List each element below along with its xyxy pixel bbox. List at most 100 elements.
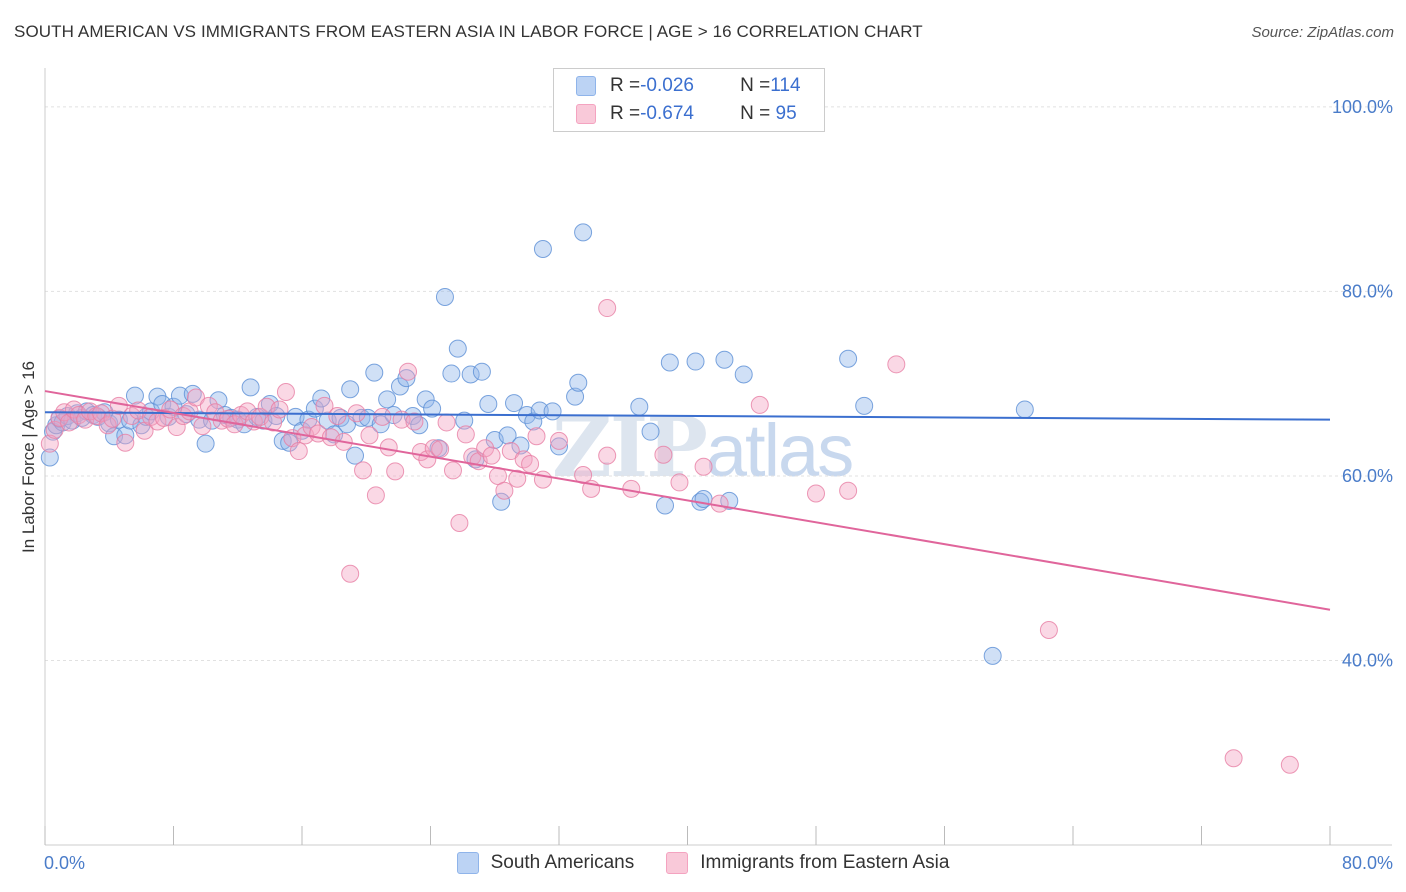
legend-swatch-blue bbox=[456, 852, 479, 874]
point-eastern-asia bbox=[476, 439, 495, 458]
point-south-americans bbox=[116, 426, 135, 445]
legend-n-label: N = bbox=[740, 75, 771, 96]
point-eastern-asia bbox=[80, 402, 99, 421]
point-eastern-asia bbox=[887, 355, 906, 374]
point-eastern-asia bbox=[533, 470, 552, 489]
point-eastern-asia bbox=[550, 431, 568, 450]
point-south-americans bbox=[511, 436, 530, 455]
point-eastern-asia bbox=[199, 396, 218, 415]
point-eastern-asia bbox=[710, 494, 729, 513]
point-south-americans bbox=[397, 369, 416, 388]
point-eastern-asia bbox=[495, 481, 514, 500]
point-south-americans bbox=[686, 352, 705, 371]
point-eastern-asia bbox=[45, 420, 64, 439]
series-legend: South Americans Immigrants from Eastern … bbox=[0, 852, 1406, 874]
point-eastern-asia bbox=[508, 469, 527, 488]
y-tick-label: 100.0% bbox=[1332, 97, 1393, 117]
point-south-americans bbox=[371, 415, 390, 434]
point-south-americans bbox=[543, 402, 562, 421]
point-south-americans bbox=[125, 386, 144, 405]
point-eastern-asia bbox=[40, 434, 59, 453]
point-south-americans bbox=[461, 365, 480, 384]
legend-r-label: R = bbox=[610, 75, 641, 96]
source-label: Source: ZipAtlas.com bbox=[1251, 24, 1394, 41]
point-south-americans bbox=[715, 350, 734, 369]
watermark-atlas: atlas bbox=[705, 409, 854, 492]
point-eastern-asia bbox=[1039, 621, 1058, 640]
point-eastern-asia bbox=[431, 440, 450, 459]
point-eastern-asia bbox=[50, 408, 69, 427]
point-eastern-asia bbox=[167, 418, 186, 437]
point-south-americans bbox=[569, 373, 588, 392]
point-south-americans bbox=[479, 394, 498, 413]
point-south-americans bbox=[196, 434, 215, 453]
stats-legend: R = -0.026 N = 114 R = -0.674 N = 95 bbox=[553, 68, 825, 132]
point-south-americans bbox=[550, 437, 568, 456]
point-south-americans bbox=[341, 380, 360, 399]
point-eastern-asia bbox=[443, 461, 462, 480]
point-south-americans bbox=[983, 646, 1002, 665]
point-eastern-asia bbox=[1224, 749, 1243, 768]
point-eastern-asia bbox=[750, 395, 769, 414]
point-eastern-asia bbox=[69, 406, 88, 425]
point-eastern-asia bbox=[270, 400, 289, 419]
point-eastern-asia bbox=[437, 413, 456, 432]
y-tick-label: 80.0% bbox=[1342, 281, 1393, 301]
point-eastern-asia bbox=[598, 299, 617, 318]
point-south-americans bbox=[241, 378, 260, 397]
point-south-americans bbox=[656, 496, 675, 515]
point-south-americans bbox=[423, 399, 442, 418]
legend-swatch-pink bbox=[576, 104, 596, 124]
point-south-americans bbox=[416, 390, 435, 409]
legend-swatch-pink bbox=[666, 852, 689, 874]
point-south-americans bbox=[378, 390, 397, 409]
point-eastern-asia bbox=[514, 450, 533, 469]
point-south-americans bbox=[455, 411, 474, 430]
chart-title: SOUTH AMERICAN VS IMMIGRANTS FROM EASTER… bbox=[14, 22, 923, 41]
point-south-americans bbox=[641, 422, 660, 441]
point-eastern-asia bbox=[186, 388, 205, 407]
point-eastern-asia bbox=[670, 473, 689, 492]
point-eastern-asia bbox=[598, 446, 617, 465]
y-tick-label: 60.0% bbox=[1342, 466, 1393, 486]
point-eastern-asia bbox=[289, 442, 308, 461]
point-south-americans bbox=[498, 426, 517, 445]
point-south-americans bbox=[365, 363, 384, 382]
point-south-americans bbox=[435, 287, 454, 306]
legend-row-south-americans: R = -0.026 N = 114 bbox=[576, 73, 801, 99]
trendline-eastern-asia bbox=[44, 390, 1331, 611]
point-eastern-asia bbox=[193, 417, 212, 436]
point-eastern-asia bbox=[373, 407, 392, 426]
point-south-americans bbox=[442, 364, 461, 383]
point-eastern-asia bbox=[360, 426, 379, 445]
point-eastern-asia bbox=[328, 406, 347, 425]
point-eastern-asia bbox=[366, 486, 385, 505]
point-eastern-asia bbox=[399, 362, 418, 381]
point-south-americans bbox=[492, 492, 511, 511]
point-eastern-asia bbox=[386, 462, 405, 481]
point-south-americans bbox=[660, 353, 679, 372]
point-south-americans bbox=[524, 412, 543, 431]
point-south-americans bbox=[839, 349, 858, 368]
legend-n-label: N = bbox=[740, 103, 771, 124]
point-eastern-asia bbox=[450, 514, 469, 533]
point-south-americans bbox=[40, 448, 59, 467]
point-eastern-asia bbox=[807, 484, 825, 503]
point-eastern-asia bbox=[354, 461, 373, 480]
point-eastern-asia bbox=[456, 425, 475, 444]
legend-n-value: 95 bbox=[770, 103, 797, 124]
point-eastern-asia bbox=[76, 410, 95, 429]
legend-n-value: 114 bbox=[770, 75, 801, 96]
point-eastern-asia bbox=[654, 445, 673, 464]
legend-label: Immigrants from Eastern Asia bbox=[700, 852, 950, 873]
point-south-americans bbox=[855, 396, 874, 415]
point-eastern-asia bbox=[64, 400, 83, 419]
legend-r-value: -0.674 bbox=[640, 103, 694, 124]
point-eastern-asia bbox=[501, 442, 520, 461]
point-south-americans bbox=[566, 387, 585, 406]
point-eastern-asia bbox=[839, 481, 858, 500]
point-south-americans bbox=[630, 397, 649, 416]
point-eastern-asia bbox=[482, 446, 501, 465]
point-south-americans bbox=[346, 446, 365, 465]
